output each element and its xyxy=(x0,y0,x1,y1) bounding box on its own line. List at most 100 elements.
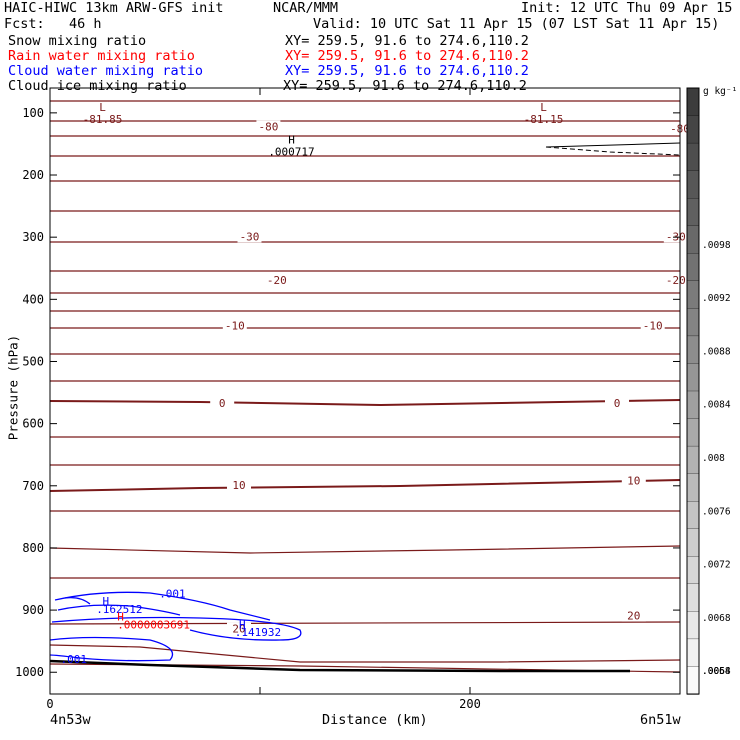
cloud-water-contour xyxy=(51,616,302,641)
cloud-water-contour xyxy=(57,604,181,616)
colorbar-label: .0072 xyxy=(702,560,731,571)
colorbar-border xyxy=(686,87,700,695)
cloud-water-contour xyxy=(54,591,271,621)
plot-frame xyxy=(49,87,681,695)
temperature-contours xyxy=(49,100,681,673)
colorbar-band xyxy=(686,473,700,502)
colorbar-label: .0092 xyxy=(702,293,731,304)
cloud-water-label: H xyxy=(239,619,246,632)
isotherm-line xyxy=(49,479,681,492)
colorbar-band xyxy=(686,418,700,447)
field-xy-rain: XY= 259.5, 91.6 to 274.6,110.2 xyxy=(285,48,529,64)
colorbar-band xyxy=(686,445,700,475)
y-tick-label: 100 xyxy=(22,106,44,120)
colorbar-unit: g kg⁻¹ xyxy=(703,86,738,97)
colorbar-label: .0068 xyxy=(702,613,731,624)
colorbar-label: .0098 xyxy=(702,240,731,251)
colorbar-band xyxy=(686,115,700,144)
extremum-marker: L xyxy=(99,101,106,114)
contour-labels: -80 -80-30 -30-20 -20-10 -100 010 102020L-81.8… xyxy=(61,101,692,666)
colorbar-band xyxy=(686,583,700,613)
colorbar-label: .0058 xyxy=(702,666,731,677)
colorbar-band xyxy=(686,501,700,530)
colorbar-band xyxy=(686,170,700,199)
cloud-water-contour xyxy=(49,636,174,662)
y-axis-title: Pressure (hPa) xyxy=(5,334,21,441)
extremum-value: -81.15 xyxy=(524,113,564,126)
forecast-hour: Fcst: 46 h xyxy=(4,16,102,32)
contour-label-bg xyxy=(663,230,688,243)
cloud-water-label: .162512 xyxy=(96,603,142,616)
y-tick-label: 800 xyxy=(22,541,44,555)
cloud-water-label: .001 xyxy=(159,588,186,601)
extremum-marker: L xyxy=(540,101,547,114)
contour-label-bg xyxy=(227,479,251,492)
y-tick-label: 300 xyxy=(22,230,44,244)
contour-label: -30 xyxy=(240,230,260,243)
terrain-line xyxy=(49,659,630,673)
init-time: Init: 12 UTC Thu 09 Apr 15 xyxy=(521,0,733,16)
contour-label: 10 xyxy=(627,475,640,488)
contour-label-bg xyxy=(237,230,262,243)
colorbar-label: .0088 xyxy=(702,346,731,357)
colorbar-band xyxy=(686,280,700,310)
colorbar-label: .008 xyxy=(702,453,725,464)
field-name-rain: Rain water mixing ratio xyxy=(8,48,195,64)
field-xy-cloud-ice: XY= 259.5, 91.6 to 274.6,110.2 xyxy=(283,78,527,94)
y-tick-label: 200 xyxy=(22,168,44,182)
extremum-marker: H xyxy=(288,133,295,146)
contour-label: -10 xyxy=(225,319,245,332)
colorbar-band xyxy=(686,528,700,557)
isotherm-line xyxy=(49,621,681,625)
colorbar-band xyxy=(686,87,700,117)
isotherm-line xyxy=(49,545,681,554)
cloud-water-label: .141932 xyxy=(235,626,281,639)
colorbar-band xyxy=(686,556,700,585)
y-tick-label: 700 xyxy=(22,479,44,493)
colorbar-band xyxy=(686,198,700,227)
field-xy-snow: XY= 259.5, 91.6 to 274.6,110.2 xyxy=(285,33,529,49)
contour-label-bg xyxy=(640,319,665,332)
y-tick-label: 1000 xyxy=(15,665,44,679)
contour-label-bg xyxy=(256,120,281,133)
y-tick-label: 500 xyxy=(22,354,44,368)
contour-label: -20 xyxy=(666,274,686,287)
colorbar-band xyxy=(686,335,700,365)
colorbar: .0098 .0092 .0088 .0084 .008 .0076 .0072 .0068.… xyxy=(686,87,731,695)
contour-label-bg xyxy=(663,273,688,286)
contour-label-bg xyxy=(210,396,235,409)
colorbar-band xyxy=(686,638,700,668)
colorbar-label: .006 xyxy=(702,666,725,677)
y-tick-label: 900 xyxy=(22,603,44,617)
field-xy-cloud-water: XY= 259.5, 91.6 to 274.6,110.2 xyxy=(285,63,529,79)
colorbar-band xyxy=(686,666,700,695)
plot-title: HAIC-HIWC 13km ARW-GFS init xyxy=(4,0,224,16)
cloud-ice-contour xyxy=(545,146,681,156)
x-tick-label: 200 xyxy=(459,697,481,711)
x-axis-title: Distance (km) xyxy=(322,712,428,728)
cloud-water-contours xyxy=(49,591,302,662)
contour-label-bg xyxy=(264,273,289,286)
contour-label: 10 xyxy=(232,479,245,492)
extremum-value: .000717 xyxy=(268,145,314,158)
isotherm-line xyxy=(49,644,681,663)
colorbar-label: .0064 xyxy=(702,666,731,677)
y-tick-label: 400 xyxy=(22,292,44,306)
plot-border xyxy=(49,87,681,695)
cloud-ice-contour xyxy=(545,142,681,148)
cloud-water-contour xyxy=(64,596,91,605)
right-endpoint-label: 6n51w xyxy=(640,712,681,728)
field-name-cloud-ice: Cloud ice mixing ratio xyxy=(8,78,187,94)
colorbar-band xyxy=(686,225,700,254)
cloud-water-label: .001 xyxy=(61,653,88,666)
extremum-value: -81.85 xyxy=(83,113,123,126)
cloud-water-label: H xyxy=(103,595,110,608)
colorbar-band xyxy=(686,308,700,337)
colorbar-band xyxy=(686,253,700,282)
isotherm-line xyxy=(49,399,681,407)
contour-label-bg xyxy=(621,609,646,622)
field-name-snow: Snow mixing ratio xyxy=(8,33,147,49)
colorbar-label: .0084 xyxy=(702,400,731,411)
